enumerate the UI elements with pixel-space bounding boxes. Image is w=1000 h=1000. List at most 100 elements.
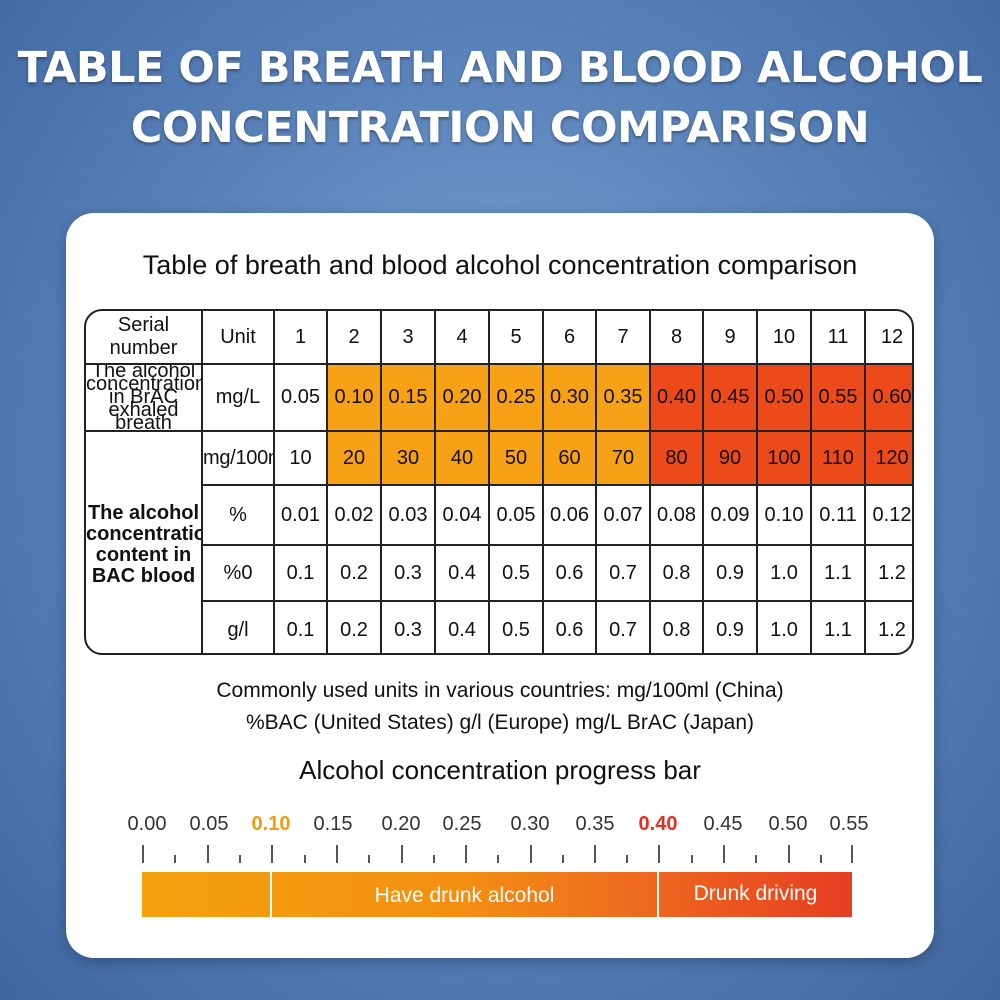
minor-tick (562, 855, 564, 863)
bac-gl-row: g/l 0.1 0.2 0.3 0.4 0.5 0.6 0.7 0.8 0.9 … (86, 600, 912, 653)
unit-cell: mg/100ml (201, 430, 275, 486)
value-cell: 0.25 (488, 363, 544, 432)
minor-tick (820, 855, 822, 863)
segment-label-drunk-driving: Drunk driving (693, 882, 818, 905)
serial-cell: 5 (488, 311, 544, 365)
value-cell: 0.01 (273, 484, 328, 546)
minor-tick (497, 855, 499, 863)
value-cell: 50 (488, 430, 544, 486)
tick-label-drunk-driving-threshold: 0.40 (638, 813, 678, 835)
tick-label: 0.15 (313, 813, 353, 835)
value-cell: 1.0 (756, 544, 812, 602)
major-tick (530, 845, 532, 863)
major-tick (723, 845, 725, 863)
value-cell: 10 (273, 430, 328, 486)
value-cell: 0.07 (595, 484, 651, 546)
segment-divider (657, 872, 659, 917)
table-title: Table of breath and blood alcohol concen… (142, 250, 858, 280)
tick-label: 0.55 (829, 813, 869, 835)
value-cell: 120 (864, 430, 912, 486)
major-tick (465, 845, 467, 863)
serial-cell: 6 (542, 311, 597, 365)
bac-mg100ml-row: The alcohol concentration content in BAC… (86, 430, 912, 653)
serial-cell: 11 (810, 311, 866, 365)
value-cell: 40 (434, 430, 490, 486)
value-cell: 0.60 (864, 363, 912, 432)
serial-row: Serial number Unit 1 2 3 4 5 6 7 8 9 10 … (86, 311, 912, 365)
value-cell: 100 (756, 430, 812, 486)
value-cell: 0.12 (864, 484, 912, 546)
value-cell: 0.8 (649, 600, 704, 653)
value-cell: 0.06 (542, 484, 597, 546)
value-cell: 0.10 (756, 484, 812, 546)
bac-label: The alcohol concentration content in BAC… (86, 430, 203, 653)
value-cell: 80 (649, 430, 704, 486)
value-cell: 0.08 (649, 484, 704, 546)
major-tick (851, 845, 853, 863)
tick-label: 0.25 (442, 813, 482, 835)
serial-cell: 2 (326, 311, 382, 365)
unit-cell: g/l (201, 600, 275, 653)
serial-cell: 12 (864, 311, 912, 365)
minor-tick (239, 855, 241, 863)
value-cell: 0.7 (595, 600, 651, 653)
value-cell: 0.55 (810, 363, 866, 432)
page-title: TABLE OF BREATH AND BLOOD ALCOHOL CONCEN… (0, 38, 1000, 158)
major-tick (658, 845, 660, 863)
units-note-line-1: Commonly used units in various countries… (216, 679, 784, 702)
value-cell: 0.3 (380, 544, 436, 602)
minor-tick (433, 855, 435, 863)
value-cell: 1.1 (810, 544, 866, 602)
tick-label: 0.05 (189, 813, 229, 835)
progress-bar-title: Alcohol concentration progress bar (299, 755, 701, 785)
serial-cell: 1 (273, 311, 328, 365)
value-cell: 0.5 (488, 544, 544, 602)
tick-label: 0.35 (575, 813, 615, 835)
brac-label: The alcohol concentration in BrAC exhale… (86, 363, 203, 432)
value-cell: 0.4 (434, 600, 490, 653)
value-cell: 70 (595, 430, 651, 486)
major-tick (142, 845, 144, 863)
units-note: Commonly used units in various countries… (0, 675, 1000, 739)
value-cell: 0.11 (810, 484, 866, 546)
value-cell: 0.3 (380, 600, 436, 653)
value-cell: 90 (702, 430, 758, 486)
unit-cell: % (201, 484, 275, 546)
value-cell: 0.5 (488, 600, 544, 653)
value-cell: 1.1 (810, 600, 866, 653)
value-cell: 0.9 (702, 600, 758, 653)
serial-cell: 9 (702, 311, 758, 365)
tick-label: 0.50 (768, 813, 808, 835)
serial-cell: 10 (756, 311, 812, 365)
value-cell: 0.6 (542, 544, 597, 602)
value-cell: 20 (326, 430, 382, 486)
minor-tick (304, 855, 306, 863)
value-cell: 0.45 (702, 363, 758, 432)
value-cell: 1.2 (864, 544, 912, 602)
value-cell: 0.10 (326, 363, 382, 432)
unit-header: Unit (201, 311, 275, 365)
tick-label: 0.00 (127, 813, 167, 835)
major-tick (788, 845, 790, 863)
value-cell: 0.1 (273, 600, 328, 653)
page-title-line-2: CONCENTRATION COMPARISON (130, 103, 870, 153)
value-cell: 0.9 (702, 544, 758, 602)
comparison-table-frame: Serial number Unit 1 2 3 4 5 6 7 8 9 10 … (84, 309, 914, 655)
value-cell: 0.4 (434, 544, 490, 602)
minor-tick (691, 855, 693, 863)
serial-cell: 3 (380, 311, 436, 365)
bac-permille-row: %0 0.1 0.2 0.3 0.4 0.5 0.6 0.7 0.8 0.9 1… (86, 544, 912, 602)
value-cell: 0.05 (488, 484, 544, 546)
minor-tick (174, 855, 176, 863)
value-cell: 0.7 (595, 544, 651, 602)
value-cell: 0.50 (756, 363, 812, 432)
value-cell: 0.05 (273, 363, 328, 432)
minor-tick (626, 855, 628, 863)
value-cell: 0.04 (434, 484, 490, 546)
comparison-table: Serial number Unit 1 2 3 4 5 6 7 8 9 10 … (86, 311, 912, 653)
value-cell: 30 (380, 430, 436, 486)
alcohol-progress-bar: Have drunk alcohol Drunk driving (142, 872, 852, 917)
value-cell: 0.2 (326, 544, 382, 602)
serial-cell: 8 (649, 311, 704, 365)
value-cell: 0.1 (273, 544, 328, 602)
